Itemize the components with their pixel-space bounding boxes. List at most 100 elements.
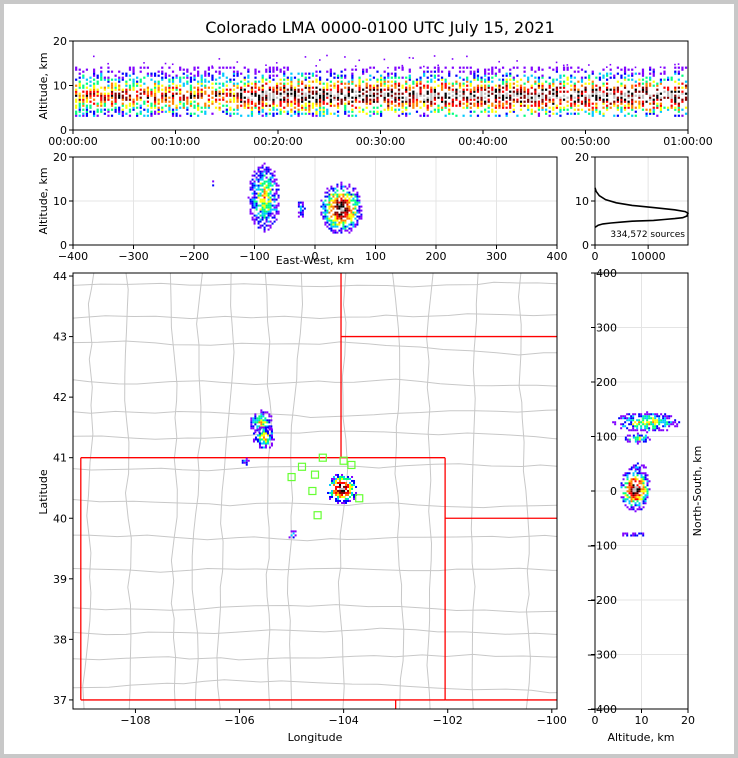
alt-time-cell xyxy=(638,90,641,93)
alt-time-cell xyxy=(182,104,185,107)
alt-ew-cell xyxy=(330,223,333,226)
alt-ew-cell xyxy=(336,197,339,200)
alt-time-cell xyxy=(358,86,361,89)
ns-alt-cell xyxy=(622,425,625,428)
alt-time-cell xyxy=(423,74,426,77)
alt-time-cell xyxy=(297,104,300,107)
alt-ew-cell xyxy=(354,205,357,208)
alt-time-cell xyxy=(362,70,365,73)
ns-alt-cell xyxy=(646,484,649,487)
alt-time-cell xyxy=(588,64,590,66)
alt-time-cell xyxy=(265,82,268,85)
alt-time-cell xyxy=(437,106,440,109)
alt-time-cell xyxy=(114,108,117,111)
alt-time-cell xyxy=(100,66,103,69)
alt-time-cell xyxy=(552,102,555,105)
alt-time-cell xyxy=(82,104,85,107)
alt-time-cell xyxy=(311,92,315,95)
ns-alt-cell xyxy=(666,415,669,418)
alt-ew-cell xyxy=(259,176,262,179)
alt-time-cell xyxy=(283,88,286,91)
ns-alt-cell xyxy=(636,474,639,477)
plan-view-cell xyxy=(337,477,340,480)
alt-time-cell xyxy=(286,100,289,103)
alt-time-cell xyxy=(189,114,193,117)
ns-alt-cell xyxy=(634,490,637,493)
county-line xyxy=(73,378,557,387)
alt-time-cell xyxy=(132,66,135,69)
alt-ew-cell xyxy=(326,209,329,212)
ns-alt-cell xyxy=(662,425,665,428)
alt-ew-cell xyxy=(336,207,339,210)
plan-view-cell xyxy=(252,417,255,420)
alt-ew-cell xyxy=(297,215,300,218)
alt-time-cell xyxy=(423,86,426,89)
plan-view-cell xyxy=(353,483,356,486)
ns-alt-cell xyxy=(632,492,635,495)
alt-time-cell xyxy=(301,94,304,97)
plan-view-cell xyxy=(266,426,269,429)
ns-alt-cell xyxy=(632,429,635,432)
alt-ew-cell xyxy=(336,213,339,216)
ns-alt-cell xyxy=(626,494,629,497)
alt-time-cell xyxy=(620,102,623,105)
alt-time-cell xyxy=(620,94,623,97)
alt-time-cell xyxy=(677,104,680,107)
alt-time-cell xyxy=(103,112,106,115)
alt-time-cell xyxy=(189,76,193,79)
alt-time-cell xyxy=(430,94,433,97)
alt-time-xtick-label: 00:30:00 xyxy=(356,135,405,148)
alt-ew-cell xyxy=(269,196,272,199)
alt-time-cell xyxy=(121,110,124,113)
ns-alt-cell xyxy=(664,413,667,416)
alt-ew-cell xyxy=(330,205,333,208)
alt-time-cell xyxy=(405,106,408,109)
alt-time-cell xyxy=(193,100,196,103)
alt-time-cell xyxy=(505,114,508,117)
alt-time-cell xyxy=(200,88,203,91)
alt-time-cell xyxy=(107,92,110,95)
alt-time-cell xyxy=(329,100,332,103)
alt-time-cell xyxy=(487,98,490,101)
alt-time-cell xyxy=(265,114,268,117)
plan-view-cell xyxy=(339,479,342,482)
alt-ew-cell xyxy=(320,213,323,216)
alt-time-cell xyxy=(182,94,185,97)
alt-time-cell xyxy=(466,102,469,105)
alt-time-cell xyxy=(369,74,372,77)
plan-view-cell xyxy=(345,477,348,480)
ns-alt-cell xyxy=(628,419,631,422)
alt-time-cell xyxy=(150,94,153,97)
alt-time-cell xyxy=(616,106,619,109)
alt-ew-cell xyxy=(265,204,268,207)
alt-time-cell xyxy=(146,90,149,93)
ns-alt-cell xyxy=(630,500,633,503)
alt-time-cell xyxy=(204,92,207,95)
alt-time-cell xyxy=(157,110,160,113)
alt-time-cell xyxy=(301,90,304,93)
alt-time-cell xyxy=(505,100,508,103)
alt-time-cell xyxy=(530,112,533,115)
plan-view-cell xyxy=(262,442,265,445)
alt-ew-cell xyxy=(336,183,339,186)
ns-alt-cell xyxy=(644,494,647,497)
plan-view-cell xyxy=(260,419,263,422)
alt-ew-cell xyxy=(297,201,300,204)
alt-ew-cell xyxy=(336,199,339,202)
alt-time-cell xyxy=(193,112,196,115)
alt-time-cell xyxy=(326,70,329,73)
county-line xyxy=(73,627,557,636)
alt-ew-cell xyxy=(356,193,359,196)
alt-time-cell xyxy=(247,80,250,83)
alt-time-cell xyxy=(616,90,619,93)
ns-alt-cell xyxy=(638,490,641,493)
ns-alt-cell xyxy=(614,421,617,424)
plan-view-ylabel: Latitude xyxy=(37,469,50,515)
alt-time-cell xyxy=(405,102,408,105)
alt-time-cell xyxy=(440,78,444,81)
alt-time-cell xyxy=(265,98,268,101)
alt-time-cell xyxy=(329,98,332,101)
alt-time-cell xyxy=(559,82,562,85)
alt-time-cell xyxy=(623,72,627,75)
alt-time-cell xyxy=(588,94,591,97)
